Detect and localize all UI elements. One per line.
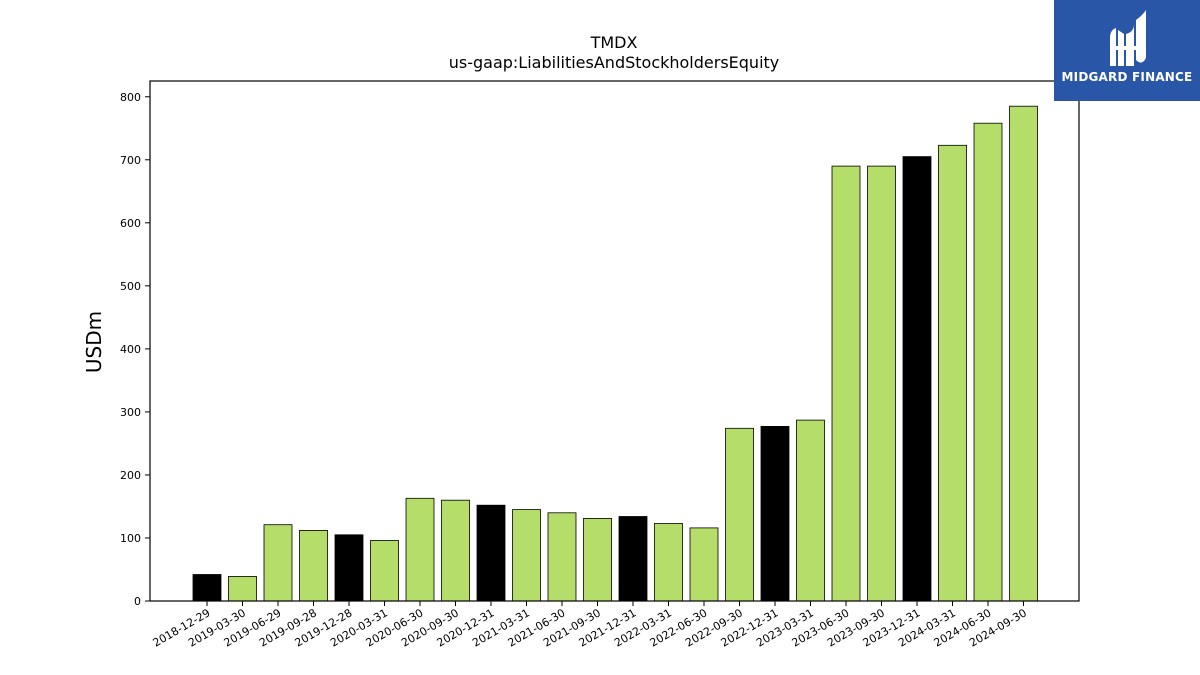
bar-2021-03-31 [512,509,541,602]
bar-2020-03-31 [370,540,399,602]
chart-subtitle: us-gaap:LiabilitiesAndStockholdersEquity [449,53,780,72]
bar-2024-03-31 [938,144,967,602]
bar-2021-12-31 [618,516,648,602]
midgard-finance-logo: MIDGARD FINANCE [1054,0,1200,101]
midgard-logo-icon [1110,10,1146,66]
y-tick-label: 600 [120,217,141,230]
bar-2022-12-31 [760,425,790,602]
x-axis-ticks: 2018-12-292019-03-302019-06-292019-09-28… [151,601,1029,650]
bars-group [192,105,1038,602]
bar-2019-06-29 [263,524,293,602]
bar-2019-09-28 [299,530,328,602]
y-axis-label: USDm [82,311,106,373]
logo-text: MIDGARD FINANCE [1061,70,1193,84]
bar-2023-03-31 [796,419,825,602]
plot-frame [149,80,1080,602]
bar-2019-12-28 [334,534,364,602]
bar-2020-09-30 [441,499,470,602]
y-tick-label: 500 [120,280,141,293]
chart-title: TMDX [590,33,638,52]
bar-2023-12-31 [902,156,932,602]
bar-2022-09-30 [725,427,754,602]
bar-2020-12-31 [476,504,506,602]
y-tick-label: 400 [120,343,141,356]
bar-2024-06-30 [973,122,1003,602]
bar-2022-03-31 [654,523,683,602]
bar-2019-03-30 [228,576,257,602]
bar-2018-12-29 [192,574,222,602]
y-tick-label: 100 [120,532,141,545]
bar-2021-06-30 [547,512,577,602]
y-tick-label: 200 [120,469,141,482]
bar-2024-09-30 [1009,105,1038,602]
bar-2023-09-30 [867,165,896,602]
bar-2023-06-30 [831,165,861,602]
y-tick-label: 800 [120,91,141,104]
bar-2022-06-30 [689,527,719,602]
bar-2021-09-30 [583,518,612,602]
y-tick-label: 700 [120,154,141,167]
bar-2020-06-30 [405,497,435,602]
y-tick-label: 0 [134,595,141,608]
y-tick-label: 300 [120,406,141,419]
y-axis-ticks: 0 100 200 300 400 500 600 700 800 [120,91,150,608]
